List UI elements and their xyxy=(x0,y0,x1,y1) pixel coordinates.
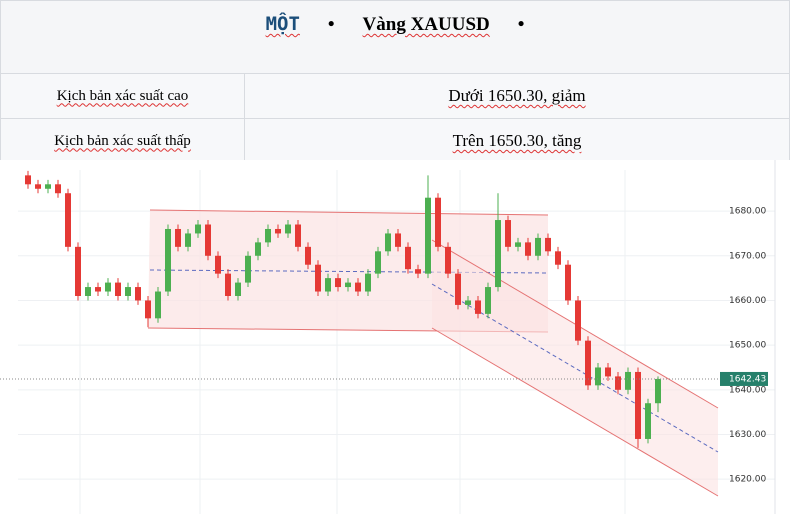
candle-body xyxy=(315,264,321,292)
cell: Kịch bản xác suất cao xyxy=(0,73,245,119)
candle-body xyxy=(265,228,271,243)
candle-body xyxy=(565,264,571,301)
title: MỘT xyxy=(265,13,300,35)
channel-mid xyxy=(431,283,719,453)
candle-body xyxy=(305,246,311,265)
candle-body xyxy=(35,184,41,189)
candle-body xyxy=(295,224,301,247)
subtitle: Vàng XAUUSD xyxy=(362,14,490,35)
candle-body xyxy=(505,220,511,247)
candle-body xyxy=(465,300,471,305)
candle-body xyxy=(395,233,401,247)
candle-body xyxy=(365,273,371,292)
candle-body xyxy=(135,287,141,301)
candle-body xyxy=(75,246,81,296)
candle-body xyxy=(595,367,601,386)
candle-body xyxy=(45,184,51,189)
separator: • xyxy=(327,14,335,35)
candles xyxy=(25,170,661,448)
candle-body xyxy=(575,300,581,341)
cell: Kịch bản xác suất thấp xyxy=(0,118,245,164)
candle-body xyxy=(605,367,611,377)
candle-body xyxy=(455,273,461,305)
candle-body xyxy=(615,376,621,390)
candle-body xyxy=(585,340,591,386)
candle-body xyxy=(185,233,191,247)
scenario-table: Kịch bản xác suất cao Dưới 1650.30, giảm … xyxy=(0,73,790,164)
candle-body xyxy=(345,282,351,288)
candle-body xyxy=(385,233,391,252)
candle-body xyxy=(285,224,291,234)
candle-body xyxy=(415,269,421,274)
candle-body xyxy=(625,371,631,390)
last-price-box xyxy=(720,371,768,386)
candle-body xyxy=(55,184,61,194)
candle-body xyxy=(215,255,221,274)
candle-body xyxy=(275,228,281,234)
last-price-label: 1642.43 xyxy=(729,374,766,384)
separator: • xyxy=(517,14,525,35)
candle-body xyxy=(405,246,411,270)
candle-body xyxy=(65,193,71,247)
candle-body xyxy=(175,228,181,247)
candle-body xyxy=(105,282,111,292)
candle-body xyxy=(25,175,31,185)
candle-body xyxy=(335,278,341,288)
y-tick-label: 1630.00 xyxy=(729,430,766,440)
candle-body xyxy=(555,251,561,265)
candle-body xyxy=(485,287,491,314)
candle-body xyxy=(655,378,661,404)
candle-body xyxy=(115,282,121,296)
chart: 1620.00 1630.00 1640.00 1650.00 1660.00 1670.… xyxy=(0,160,790,514)
cell: Dưới 1650.30, giảm xyxy=(244,73,790,119)
candle-body xyxy=(255,242,261,256)
candle-body xyxy=(145,300,151,319)
candle-body xyxy=(495,220,501,288)
candle-body xyxy=(245,255,251,283)
y-tick-label: 1670.00 xyxy=(729,251,766,261)
candle-body xyxy=(425,197,431,274)
candle-body xyxy=(95,287,101,292)
channel-line xyxy=(431,327,719,497)
candle-body xyxy=(525,242,531,256)
y-tick-label: 1620.00 xyxy=(729,475,766,485)
candle-body xyxy=(165,228,171,292)
candle-body xyxy=(85,287,91,296)
candle-body xyxy=(195,224,201,234)
candle-body xyxy=(545,237,551,252)
candle-body xyxy=(235,282,241,296)
y-tick-label: 1660.00 xyxy=(729,296,766,306)
y-tick-label: 1640.00 xyxy=(729,385,766,395)
candle-body xyxy=(205,224,211,256)
channel-line xyxy=(149,209,549,216)
candle-body xyxy=(375,251,381,274)
candle-body xyxy=(435,197,441,247)
candle-body xyxy=(225,273,231,296)
candle-body xyxy=(355,282,361,292)
y-tick-label: 1680.00 xyxy=(729,207,766,217)
candle-body xyxy=(515,242,521,247)
candle-body xyxy=(445,246,451,274)
cell: Trên 1650.30, tăng xyxy=(244,118,790,164)
candle-body xyxy=(645,403,651,439)
candle-body xyxy=(325,278,331,292)
candle-body xyxy=(125,287,131,296)
header: MỘT • Vàng XAUUSD • xyxy=(0,0,790,74)
y-tick-label: 1650.00 xyxy=(729,341,766,351)
candle-body xyxy=(535,237,541,256)
candle-body xyxy=(635,371,641,439)
candle-body xyxy=(155,291,161,319)
candle-body xyxy=(475,300,481,314)
